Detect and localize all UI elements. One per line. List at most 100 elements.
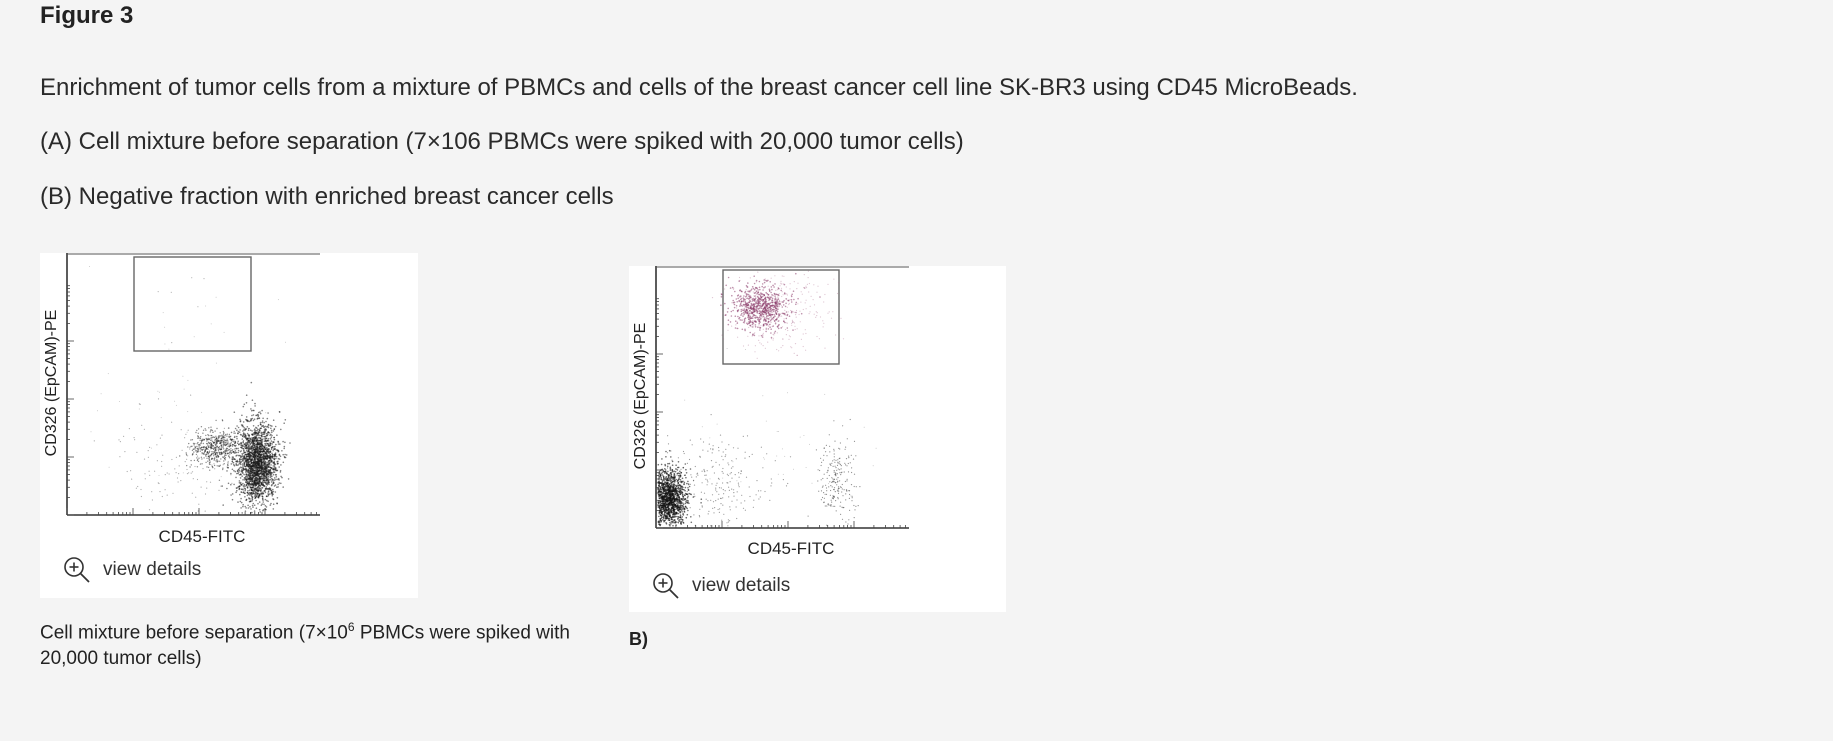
panel-b-event xyxy=(659,505,661,507)
panel-b-event xyxy=(674,495,676,497)
panel-a-event xyxy=(235,491,237,494)
panel-a-event xyxy=(248,471,250,474)
panel-a-event xyxy=(220,445,222,447)
panel-a-thumbnail[interactable]: CD45-FITC CD326 (EpCAM)-PE view details xyxy=(40,253,418,598)
panel-b-event xyxy=(754,351,756,353)
panel-a-event xyxy=(266,499,268,502)
panel-b-event xyxy=(805,308,807,310)
panel-a-event xyxy=(259,487,262,490)
panel-a-event xyxy=(178,473,180,475)
panel-a-caption-text-end: PBMCs were spiked with 20,000 tumor cell… xyxy=(40,622,570,670)
panel-a-event xyxy=(270,464,272,466)
panel-a-event xyxy=(261,487,264,489)
panel-b-event xyxy=(734,327,737,329)
panel-a-event xyxy=(256,417,259,420)
panel-a-event xyxy=(208,463,211,465)
panel-a-event xyxy=(238,444,240,446)
panel-a-event xyxy=(222,435,224,437)
panel-a-caption: Cell mixture before separation (7×106 PB… xyxy=(40,614,600,672)
panel-a-event xyxy=(217,465,219,467)
panel-a-event xyxy=(242,491,245,493)
panel-a-event xyxy=(266,466,269,469)
panel-a-event xyxy=(233,444,235,446)
panel-a-event xyxy=(186,468,188,471)
panel-a-event xyxy=(226,450,229,452)
panel-b-event xyxy=(678,476,681,478)
panel-b-event xyxy=(746,306,748,309)
panel-a-event xyxy=(258,434,261,437)
panel-b-event xyxy=(678,499,680,501)
panel-b-event xyxy=(746,297,749,300)
panel-b-thumbnail[interactable]: CD45-FITC CD326 (EpCAM)-PE view details xyxy=(629,266,1006,612)
panel-b-event xyxy=(772,310,775,313)
panel-a-event xyxy=(214,430,216,432)
panel-b-event xyxy=(760,308,762,310)
panel-b-event xyxy=(791,322,793,324)
panel-b-event xyxy=(776,332,778,334)
panel-a-event xyxy=(261,477,264,480)
panel-b-event xyxy=(747,301,750,304)
panel-b-event xyxy=(808,313,810,315)
panel-a-event xyxy=(171,342,173,344)
panel-b-event xyxy=(756,302,758,304)
panel-a-event xyxy=(191,449,194,452)
panel-b-event xyxy=(778,305,781,308)
panel-a-event xyxy=(287,478,290,480)
panel-a-event xyxy=(260,476,262,478)
panel-a-event xyxy=(275,457,277,460)
panel-a-event xyxy=(213,464,216,467)
panel-a-event xyxy=(251,453,254,455)
panel-b-event xyxy=(658,523,660,525)
panel-b-event xyxy=(791,324,793,326)
panel-a-view-details-link[interactable]: view details xyxy=(63,556,201,584)
panel-b-event xyxy=(658,488,661,491)
panel-b-event xyxy=(769,281,771,283)
panel-a-event xyxy=(243,461,245,464)
panel-b-event xyxy=(777,297,779,299)
panel-a-event xyxy=(230,452,233,454)
panel-b-event xyxy=(740,302,742,305)
panel-b-event xyxy=(783,320,785,323)
panel-b-event xyxy=(727,307,729,310)
panel-b-event xyxy=(679,479,682,481)
panel-b-gate xyxy=(722,269,840,365)
panel-a-event xyxy=(253,464,255,467)
panel-b-event xyxy=(754,295,756,297)
panel-a-event xyxy=(250,468,252,470)
panel-a-event xyxy=(257,424,260,427)
panel-a-event xyxy=(264,490,266,492)
panel-b-event xyxy=(681,516,684,518)
panel-a-event xyxy=(257,442,260,445)
panel-b-event xyxy=(775,309,778,312)
panel-a-event xyxy=(271,434,273,437)
panel-b-event xyxy=(688,485,691,488)
panel-a-event xyxy=(258,501,261,503)
panel-b-event xyxy=(740,314,742,316)
panel-a-event xyxy=(277,483,279,486)
panel-a-event xyxy=(187,411,189,413)
panel-a-event xyxy=(254,468,257,470)
panel-b-event xyxy=(836,292,839,295)
panel-a-event xyxy=(222,504,224,506)
panel-a-event xyxy=(248,489,251,491)
panel-a-event xyxy=(265,474,268,476)
panel-a-event xyxy=(182,375,184,377)
panel-b-event xyxy=(785,298,788,300)
panel-b-event xyxy=(786,306,788,308)
panel-b-event xyxy=(767,341,769,343)
panel-b-event xyxy=(747,335,749,337)
panel-b-event xyxy=(747,282,749,284)
panel-b-event xyxy=(748,313,750,316)
panel-b-event xyxy=(765,327,767,329)
panel-a-event xyxy=(243,483,246,486)
panel-b-event xyxy=(733,303,736,306)
panel-a-event xyxy=(239,420,242,422)
panel-b-event xyxy=(759,293,761,296)
panel-a-event xyxy=(244,446,246,448)
panel-b-event xyxy=(743,320,746,323)
panel-b-event xyxy=(658,499,661,502)
panel-a-event xyxy=(241,438,244,440)
panel-b-event xyxy=(743,300,745,302)
panel-a-event xyxy=(194,449,197,451)
panel-b-event xyxy=(822,320,824,322)
